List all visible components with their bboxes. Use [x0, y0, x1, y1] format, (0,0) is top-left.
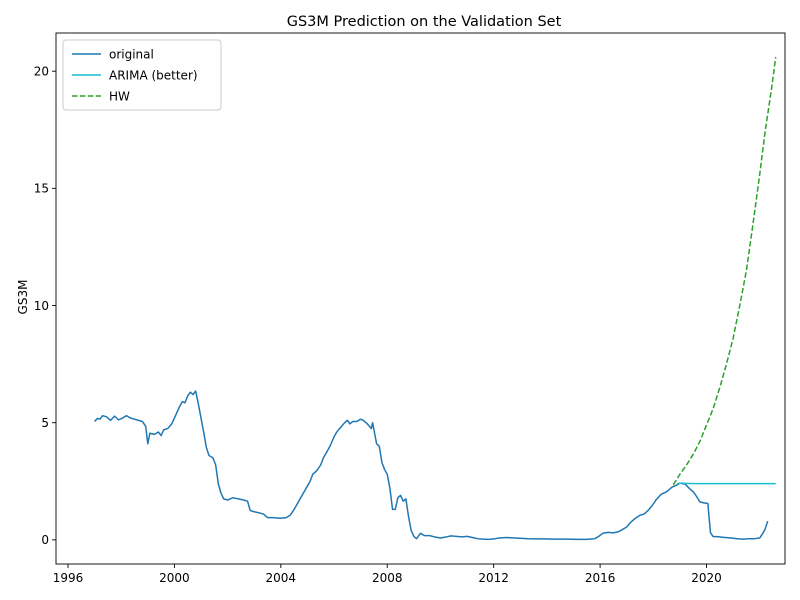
series-line-2	[672, 57, 777, 486]
legend-label-2: HW	[109, 89, 130, 103]
y-tick-label: 10	[34, 299, 49, 313]
x-tick-label: 2004	[266, 571, 297, 585]
x-tick-label: 1996	[53, 571, 84, 585]
y-axis-label: GS3M	[16, 280, 30, 315]
x-tick-label: 2000	[159, 571, 190, 585]
y-tick-label: 0	[41, 533, 49, 547]
x-tick-label: 2012	[478, 571, 509, 585]
plot-lines	[94, 57, 777, 541]
x-tick-label: 2020	[691, 571, 722, 585]
y-tick-label: 20	[34, 64, 49, 78]
y-tick-label: 5	[41, 416, 49, 430]
x-tick-label: 2008	[372, 571, 403, 585]
plot-frame	[55, 32, 786, 565]
legend: original ARIMA (better) HW	[62, 39, 222, 111]
x-tick-label: 2016	[585, 571, 616, 585]
axes	[55, 32, 786, 565]
chart-title: GS3M Prediction on the Validation Set	[287, 14, 562, 30]
y-tick-label: 15	[34, 182, 49, 196]
y-axis-ticks: 0 5 10 15 20	[34, 64, 56, 547]
legend-box	[62, 39, 222, 111]
series-line-0	[94, 390, 769, 541]
legend-label-0: original	[109, 47, 154, 61]
x-axis-ticks: 1996 2000 2004 2008 2012 2016 2020	[53, 564, 722, 585]
legend-label-1: ARIMA (better)	[109, 68, 198, 82]
